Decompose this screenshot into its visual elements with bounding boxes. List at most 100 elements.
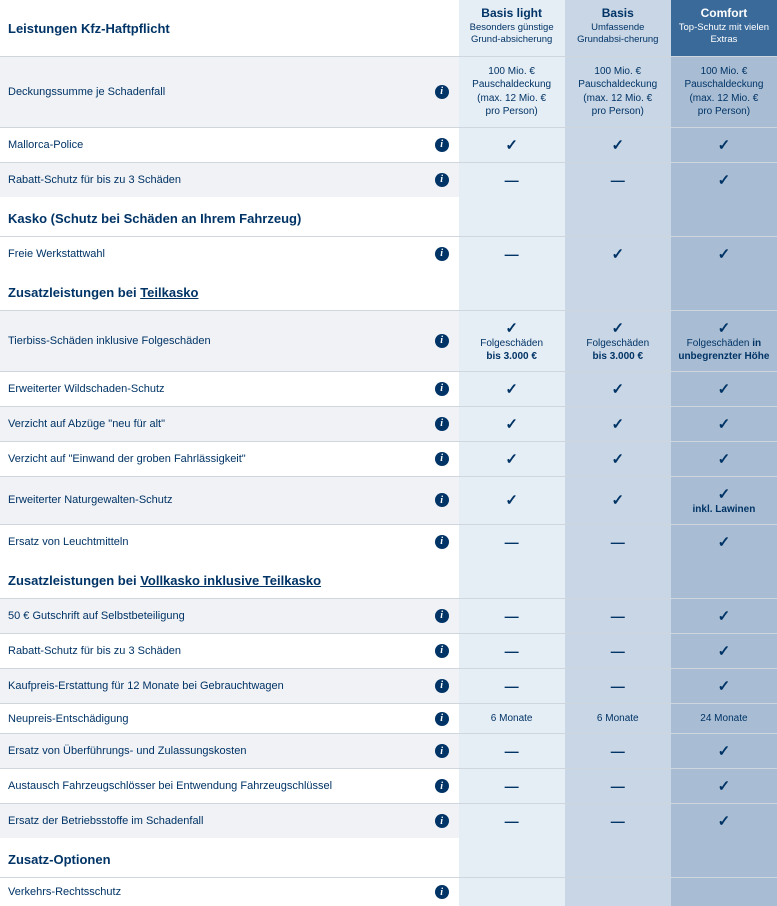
check-icon: ✓ [611,416,624,433]
feature-label-cell: Kaufpreis-Erstattung für 12 Monate bei G… [0,668,459,703]
info-wrap: i [435,452,449,466]
info-icon[interactable]: i [435,382,449,396]
info-icon[interactable]: i [435,247,449,261]
check-icon: ✓ [505,416,518,433]
info-wrap: i [435,644,449,658]
feature-label: Neupreis-Entschädigung [8,713,128,725]
cell-basis: — [565,734,671,769]
cell-subtext: Folgeschädenbis 3.000 € [569,337,667,363]
dash-icon: — [611,678,625,694]
cell-basis: — [565,162,671,197]
info-icon[interactable]: i [435,644,449,658]
cell-light: — [459,524,565,559]
info-icon[interactable]: i [435,417,449,431]
plan-spacer [459,559,565,599]
dash-icon: — [611,608,625,624]
plan-header-comfort: Comfort Top-Schutz mit vielen Extras [671,0,777,56]
check-icon: ✓ [505,381,518,398]
cell-basis: ✓Folgeschädenbis 3.000 € [565,310,671,371]
check-icon: ✓ [718,451,731,468]
plan-subtitle: Top-Schutz mit vielen Extras [675,22,773,46]
feature-label-cell: Ersatz von Überführungs- und Zulassungsk… [0,734,459,769]
info-icon[interactable]: i [435,334,449,348]
cell-light: — [459,162,565,197]
dash-icon: — [505,813,519,829]
plan-spacer [459,838,565,878]
feature-label: Ersatz der Betriebsstoffe im Schadenfall [8,815,203,827]
plan-spacer [671,838,777,878]
check-icon: ✓ [505,137,518,154]
check-icon: ✓ [611,320,624,337]
info-icon[interactable]: i [435,679,449,693]
check-icon: ✓ [505,320,518,337]
dash-icon: — [505,246,519,262]
cell-light: ✓ [459,371,565,406]
cell-text: 100 Mio. €Pauschaldeckung(max. 12 Mio. €… [569,65,667,119]
feature-label-cell: Erweiterter Naturgewalten-Schutzi [0,476,459,524]
info-icon[interactable]: i [435,885,449,899]
info-icon[interactable]: i [435,535,449,549]
cell-comfort: ✓inkl. Lawinen [671,476,777,524]
info-wrap: i [435,712,449,726]
info-wrap: i [435,85,449,99]
info-icon[interactable]: i [435,609,449,623]
check-icon: ✓ [611,381,624,398]
info-icon[interactable]: i [435,173,449,187]
info-icon[interactable]: i [435,712,449,726]
plan-subtitle: Umfassende Grundabsi-cherung [569,22,667,46]
dash-icon: — [505,743,519,759]
section-title: Zusatzleistungen bei Vollkasko inklusive… [0,559,459,599]
plan-spacer [671,271,777,311]
check-icon: ✓ [611,137,624,154]
cell-light: — [459,769,565,804]
plan-spacer [459,271,565,311]
cell-comfort: ✓Folgeschäden inunbegrenzter Höhe [671,310,777,371]
feature-label-cell: Ersatz der Betriebsstoffe im Schadenfall… [0,804,459,839]
feature-label: Verzicht auf "Einwand der groben Fahrläs… [8,453,246,465]
cell-comfort: ✓ [671,804,777,839]
check-icon: ✓ [505,451,518,468]
cell-light: — [459,668,565,703]
section-title: Kasko (Schutz bei Schäden an Ihrem Fahrz… [0,197,459,237]
feature-label-cell: Tierbiss-Schäden inklusive Folgeschäden i [0,310,459,371]
info-icon[interactable]: i [435,493,449,507]
cell-basis: ✓ [565,371,671,406]
info-icon[interactable]: i [435,779,449,793]
info-icon[interactable]: i [435,85,449,99]
feature-label-cell: Freie Werkstattwahli [0,236,459,271]
cell-text: 24 Monate [675,712,773,726]
cell-light: ✓Folgeschädenbis 3.000 € [459,310,565,371]
info-icon[interactable]: i [435,744,449,758]
check-icon: ✓ [718,320,731,337]
feature-label-cell: Neupreis-Entschädigung i [0,703,459,734]
cell-comfort: ✓ [671,734,777,769]
info-wrap: i [435,382,449,396]
section-title-link[interactable]: Teilkasko [140,285,198,300]
cell-light: ✓ [459,476,565,524]
comparison-table: Leistungen Kfz-HaftpflichtBasis lightBes… [0,0,777,906]
cell-basis: ✓ [565,127,671,162]
feature-label-cell: Erweiterter Wildschaden-Schutzi [0,371,459,406]
feature-label-cell: Rabatt-Schutz für bis zu 3 Schädeni [0,633,459,668]
cell-light: ✓ [459,127,565,162]
info-icon[interactable]: i [435,138,449,152]
section-title-link[interactable]: Vollkasko inklusive Teilkasko [140,573,321,588]
cell-subtext: Folgeschäden inunbegrenzter Höhe [675,337,773,363]
info-icon[interactable]: i [435,452,449,466]
plan-title: Comfort [675,6,773,20]
check-icon: ✓ [611,451,624,468]
cell-comfort: ✓ [671,406,777,441]
cell-text: 100 Mio. €Pauschaldeckung(max. 12 Mio. €… [463,65,561,119]
check-icon: ✓ [718,246,731,263]
cell-light: — [459,804,565,839]
cell-comfort: ✓ [671,127,777,162]
info-icon[interactable]: i [435,814,449,828]
info-wrap: i [435,779,449,793]
cell-light: ✓ [459,441,565,476]
feature-label: Tierbiss-Schäden inklusive Folgeschäden [8,335,211,347]
cell-comfort: 100 Mio. €Pauschaldeckung(max. 12 Mio. €… [671,56,777,127]
cell-basis: ✓ [565,476,671,524]
feature-label: Deckungssumme je Schadenfall [8,86,165,98]
dash-icon: — [505,608,519,624]
cell-text: 6 Monate [463,712,561,726]
